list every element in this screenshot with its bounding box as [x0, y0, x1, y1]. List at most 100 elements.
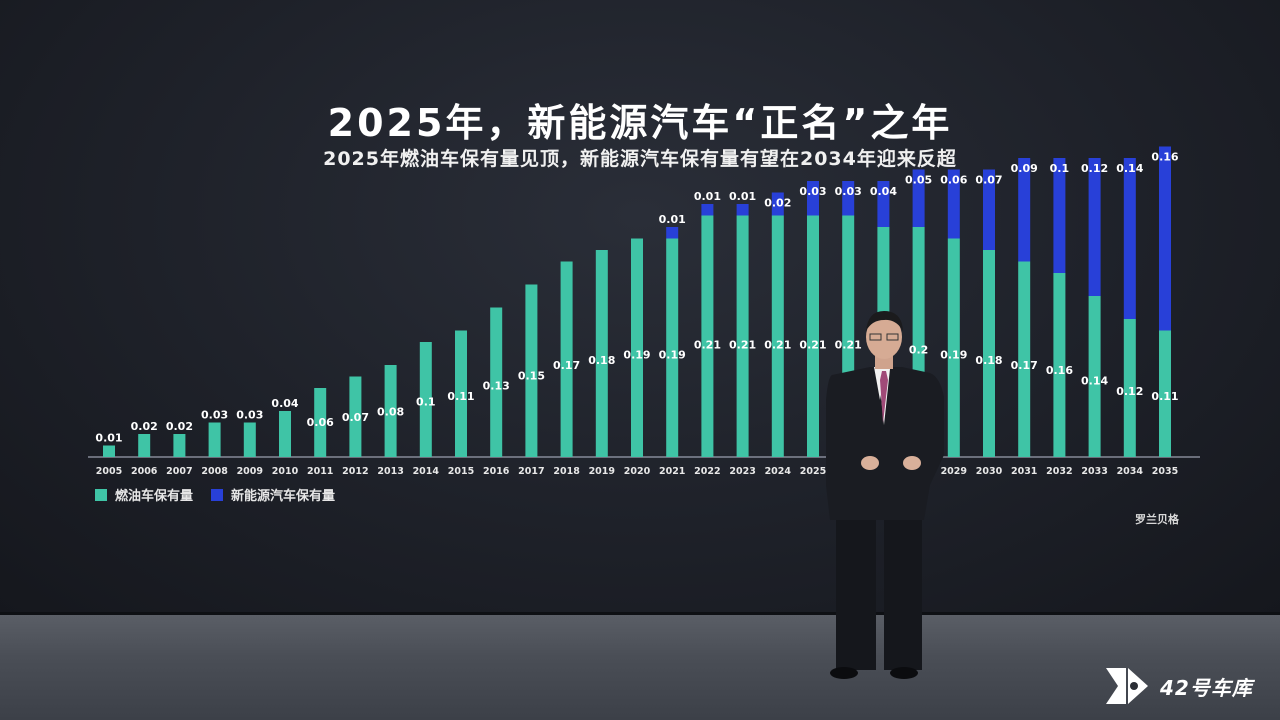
data-label-fuel-2022: 0.21	[694, 338, 721, 351]
data-label-nev-2033: 0.12	[1081, 162, 1108, 175]
slide-title: 2025年，新能源汽车“正名”之年	[327, 101, 953, 145]
x-tick-label-2030: 2030	[976, 466, 1003, 477]
bar-fuel-2017	[525, 284, 538, 457]
bar-fuel-2016	[490, 307, 503, 457]
x-tick-label-2016: 2016	[483, 466, 510, 477]
data-label-fuel-2007: 0.02	[166, 420, 193, 433]
bar-fuel-2010	[279, 411, 291, 457]
data-label-nev-2029: 0.06	[940, 174, 967, 187]
legend-item-fuel: 燃油车保有量	[95, 485, 193, 504]
data-label-fuel-2009: 0.03	[236, 409, 263, 422]
x-tick-label-2018: 2018	[553, 466, 580, 477]
bar-nev-2031	[1018, 158, 1031, 262]
bar-fuel-2033	[1088, 296, 1101, 457]
data-label-nev-2024: 0.02	[764, 197, 791, 210]
x-tick-label-2019: 2019	[589, 466, 615, 477]
x-tick-label-2022: 2022	[694, 466, 720, 477]
legend-swatch-nev	[211, 488, 224, 501]
bar-nev-2021	[666, 227, 679, 239]
data-label-nev-2023: 0.01	[729, 190, 756, 203]
x-tick-label-2013: 2013	[377, 466, 403, 477]
x-tick-label-2014: 2014	[413, 466, 440, 477]
x-tick-label-2017: 2017	[518, 466, 544, 477]
legend-label-fuel: 燃油车保有量	[115, 489, 194, 504]
bar-fuel-2035	[1159, 330, 1171, 457]
data-label-fuel-2028: 0.2	[909, 344, 929, 357]
x-tick-label-2031: 2031	[1011, 466, 1037, 477]
data-label-fuel-2013: 0.08	[377, 406, 404, 419]
x-tick-label-2024: 2024	[765, 466, 792, 477]
x-tick-label-2005: 2005	[96, 466, 122, 477]
x-tick-label-2011: 2011	[307, 466, 333, 477]
data-label-fuel-2025: 0.21	[799, 338, 826, 351]
brand-logo: 42号车库	[1104, 664, 1253, 708]
bar-nev-2024	[771, 192, 784, 216]
data-label-fuel-2006: 0.02	[131, 420, 158, 433]
data-label-fuel-2016: 0.13	[483, 380, 510, 393]
bar-fuel-2019	[595, 250, 608, 457]
data-label-nev-2027: 0.04	[870, 185, 897, 198]
bar-fuel-2031	[1018, 261, 1031, 457]
x-tick-label-2034: 2034	[1117, 466, 1144, 477]
source-label: 罗兰贝格	[1135, 513, 1179, 526]
data-label-nev-2028: 0.05	[905, 174, 932, 187]
bar-fuel-2021	[666, 238, 679, 457]
legend-item-nev: 新能源汽车保有量	[211, 485, 335, 504]
data-label-fuel-2029: 0.19	[940, 349, 967, 362]
bar-fuel-2032	[1053, 273, 1066, 457]
bar-nev-2022	[701, 204, 714, 216]
x-tick-label-2023: 2023	[729, 466, 755, 477]
x-tick-label-2021: 2021	[659, 466, 685, 477]
data-label-fuel-2031: 0.17	[1011, 359, 1038, 372]
data-label-fuel-2026: 0.21	[835, 338, 862, 351]
data-label-fuel-2005: 0.01	[95, 432, 122, 445]
data-label-fuel-2014: 0.1	[416, 395, 436, 408]
data-label-fuel-2008: 0.03	[201, 409, 228, 422]
data-label-fuel-2015: 0.11	[447, 390, 474, 403]
data-label-fuel-2030: 0.18	[975, 354, 1002, 367]
bar-fuel-2034	[1123, 319, 1136, 457]
bar-fuel-2009	[243, 422, 256, 457]
slide-subtitle: 2025年燃油车保有量见顶，新能源汽车保有量有望在2034年迎来反超	[323, 148, 957, 170]
stacked-bar-chart: 0.01 2005 0.02 2006 0.02 2007 0.03 2008 0.03 2009…	[88, 146, 1200, 477]
data-label-fuel-2012: 0.07	[342, 411, 369, 424]
bar-nev-2027	[877, 181, 890, 227]
data-label-fuel-2018: 0.17	[553, 359, 580, 372]
data-label-fuel-2033: 0.14	[1081, 375, 1108, 388]
bar-fuel-2014	[419, 342, 432, 457]
x-tick-label-2010: 2010	[272, 466, 299, 477]
data-label-fuel-2034: 0.12	[1116, 385, 1143, 398]
bar-nev-2026	[842, 181, 855, 216]
bar-fuel-2030	[983, 250, 995, 457]
bar-nev-2025	[807, 181, 819, 216]
bar-fuel-2024	[771, 215, 784, 457]
data-label-nev-2022: 0.01	[694, 190, 721, 203]
bar-fuel-2029	[947, 238, 960, 457]
legend-swatch-fuel	[95, 488, 107, 501]
bar-fuel-2011	[314, 388, 327, 457]
bar-nev-2034	[1123, 158, 1136, 319]
legend-label-nev: 新能源汽车保有量	[231, 489, 336, 504]
x-tick-label-2033: 2033	[1081, 466, 1107, 477]
bar-fuel-2013	[384, 365, 397, 457]
chart-legend: 燃油车保有量 新能源汽车保有量	[95, 485, 335, 504]
bar-nev-2035	[1159, 146, 1171, 331]
bar-fuel-2018	[560, 261, 573, 457]
bar-fuel-2025	[807, 215, 819, 457]
data-label-fuel-2011: 0.06	[307, 416, 334, 429]
x-tick-label-2012: 2012	[342, 466, 368, 477]
bar-nev-2029	[947, 169, 960, 239]
presenter-figure	[826, 311, 944, 679]
bar-nev-2030	[983, 169, 995, 250]
bar-fuel-2007	[173, 434, 186, 457]
data-label-nev-2030: 0.07	[975, 174, 1002, 187]
data-label-nev-2026: 0.03	[835, 185, 862, 198]
x-tick-label-2025: 2025	[800, 466, 826, 477]
x-tick-label-2007: 2007	[166, 466, 192, 477]
bar-nev-2032	[1053, 158, 1066, 273]
data-label-fuel-2010: 0.04	[271, 397, 298, 410]
brand-logo-text: 42号车库	[1160, 675, 1253, 700]
data-label-fuel-2021: 0.19	[659, 349, 686, 362]
data-label-fuel-2019: 0.18	[588, 354, 615, 367]
bar-fuel-2006	[138, 434, 151, 457]
